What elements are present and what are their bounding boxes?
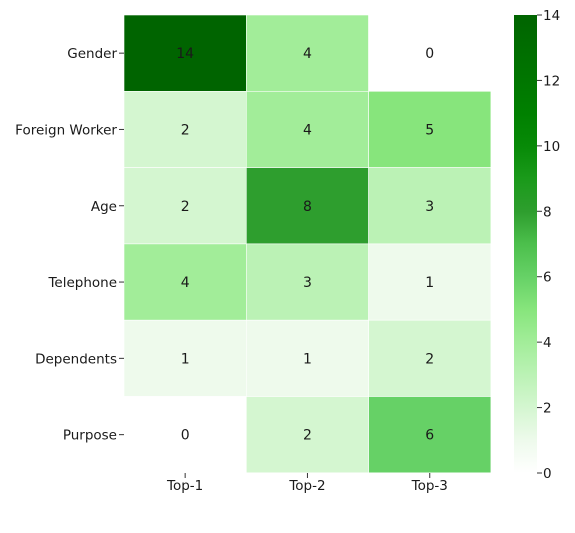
heatmap-cell	[246, 319, 369, 397]
row-label: Telephone	[47, 275, 117, 291]
cell-value-label: 5	[425, 122, 434, 138]
colorbar-tick-label: 2	[543, 401, 552, 417]
cell-value-label: 2	[181, 199, 190, 215]
colorbar-tick-label: 0	[543, 466, 552, 482]
cell-value-label: 1	[181, 351, 190, 367]
row-label: Purpose	[63, 428, 117, 444]
column-label: Top-2	[288, 478, 325, 494]
cell-value-label: 4	[181, 275, 190, 291]
row-label: Age	[91, 199, 117, 215]
cell-value-label: 4	[303, 46, 312, 62]
cell-value-label: 1	[425, 275, 434, 291]
row-label: Dependents	[35, 351, 117, 367]
cell-value-label: 6	[425, 428, 434, 444]
colorbar-tick-label: 6	[543, 270, 552, 286]
heatmap-cell	[368, 243, 492, 321]
colorbar-tick-label: 12	[543, 73, 560, 89]
colorbar	[514, 15, 537, 473]
column-label: Top-1	[166, 478, 203, 494]
cell-value-label: 1	[303, 351, 312, 367]
cell-value-label: 0	[425, 46, 434, 62]
cell-value-label: 2	[425, 351, 434, 367]
row-label: Foreign Worker	[15, 122, 117, 138]
heatmap-cell	[123, 319, 247, 397]
colorbar-tick-label: 10	[543, 139, 560, 155]
heatmap-cell	[246, 14, 369, 92]
heatmap-cell	[123, 243, 247, 321]
cell-value-label: 2	[181, 122, 190, 138]
heatmap-cell	[246, 167, 369, 245]
heatmap-cell	[123, 14, 247, 92]
heatmap-cell	[368, 319, 492, 397]
cell-value-label: 3	[425, 199, 434, 215]
colorbar-tick-label: 14	[543, 8, 560, 24]
heatmap-cell	[368, 396, 492, 474]
heatmap-cell	[368, 91, 492, 168]
column-label: Top-3	[411, 478, 448, 494]
heatmap-cell	[246, 396, 369, 474]
cell-value-label: 3	[303, 275, 312, 291]
row-label: Gender	[67, 46, 117, 62]
cell-value-label: 2	[303, 428, 312, 444]
cell-value-label: 8	[303, 199, 312, 215]
cell-value-label: 0	[181, 428, 190, 444]
heatmap-cell	[368, 14, 492, 92]
heatmap-cell	[246, 91, 369, 168]
cell-value-label: 4	[303, 122, 312, 138]
colorbar-tick-label: 4	[543, 335, 552, 351]
colorbar-tick-label: 8	[543, 204, 552, 220]
heatmap-cell	[123, 91, 247, 168]
heatmap-cell	[123, 167, 247, 245]
cell-value-label: 14	[176, 46, 194, 62]
